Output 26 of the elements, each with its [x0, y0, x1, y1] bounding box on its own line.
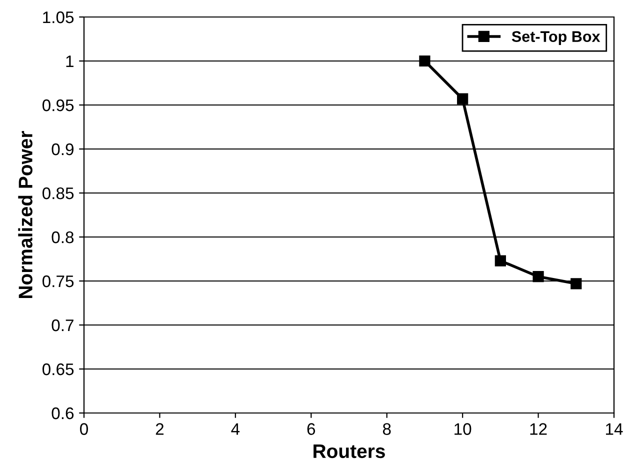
point [494, 255, 506, 266]
y-tick-label: 0.85 [42, 187, 74, 200]
x-tick-label: 10 [454, 423, 472, 435]
y-tick-label: 1.05 [43, 11, 74, 24]
point [419, 55, 430, 67]
y-tick-label: 0.75 [42, 275, 74, 288]
y-tick-label: 0.6 [52, 407, 74, 420]
y-tick-label: 0.9 [52, 143, 74, 156]
y-tick-label: 0.8 [52, 231, 74, 244]
x-tick-label: 12 [530, 423, 547, 435]
point [570, 278, 582, 290]
x-tick-label: 14 [606, 423, 623, 435]
y-tick-label: 0.65 [42, 363, 74, 376]
x-tick-label: 4 [231, 423, 240, 435]
x-tick-label: 2 [156, 423, 164, 435]
x-tick-label: 6 [307, 423, 316, 435]
legend-label: Set-Top Box [512, 31, 600, 45]
y-axis-title: Normalized Power [18, 131, 32, 298]
y-tick-label: 0.7 [52, 319, 74, 332]
point [457, 93, 468, 104]
x-axis-title: Routers [314, 444, 385, 458]
y-tick-label: 0.95 [42, 99, 74, 112]
y-tick-label: 1 [66, 56, 74, 68]
x-tick-label: 0 [80, 423, 88, 435]
x-tick-label: 8 [382, 423, 391, 435]
point [532, 271, 544, 282]
